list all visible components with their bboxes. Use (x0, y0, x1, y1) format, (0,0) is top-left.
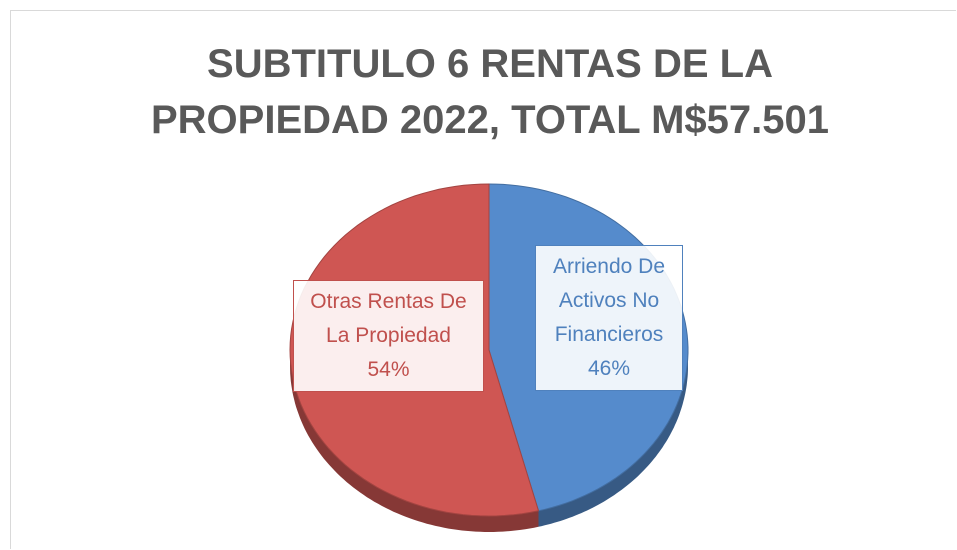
data-label: Arriendo De Activos No Financieros 46% (535, 245, 683, 391)
category-label: Arriendo De Activos No Financieros (552, 255, 666, 346)
slice-side (538, 350, 688, 527)
category-label: Otras Rentas De La Propiedad (310, 290, 467, 347)
chart-title: SUBTITULO 6 RENTAS DE LA PROPIEDAD 2022,… (150, 42, 830, 142)
chart-frame (10, 10, 956, 549)
data-label: Otras Rentas De La Propiedad 54% (293, 280, 484, 392)
value-label: 54% (367, 358, 410, 381)
slice-side (290, 350, 539, 532)
value-label: 46% (587, 357, 631, 380)
